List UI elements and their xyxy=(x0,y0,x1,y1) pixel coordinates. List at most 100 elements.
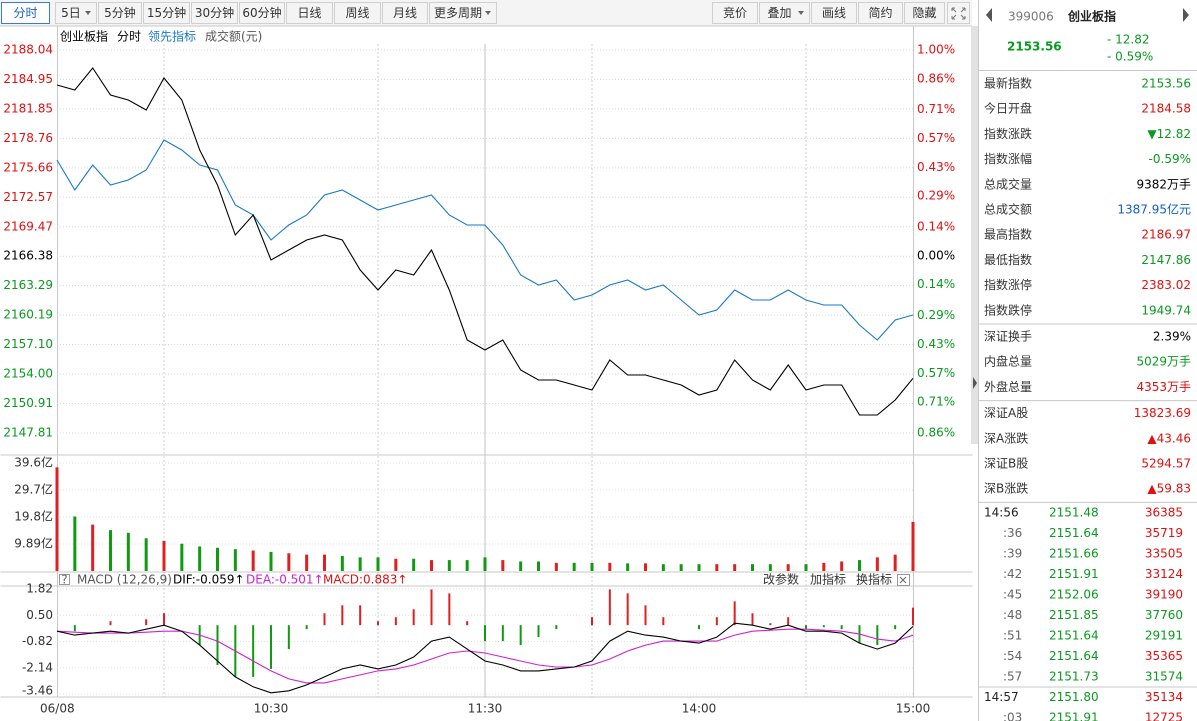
quote-name: 创业板指 xyxy=(1067,9,1116,24)
close-icon[interactable] xyxy=(899,576,907,584)
volume-bar xyxy=(626,563,630,571)
price-tick-label: 2147.81 xyxy=(3,426,53,440)
tick-volume: 31574 xyxy=(1145,670,1183,684)
toolbar-button-label[interactable]: 日线 xyxy=(297,6,321,20)
volume-bar xyxy=(679,564,683,571)
splitter[interactable] xyxy=(971,26,978,444)
tick-volume: 35719 xyxy=(1145,526,1183,540)
volume-bar xyxy=(287,553,291,571)
toolbar-button[interactable] xyxy=(811,2,857,24)
toolbar-button-label[interactable]: 月线 xyxy=(393,6,417,20)
pct-tick-label: 0.43% xyxy=(917,160,955,174)
help-icon[interactable] xyxy=(59,574,70,585)
toolbar-button-label[interactable]: 周线 xyxy=(345,6,369,20)
legend-entry: 分时 xyxy=(117,30,141,44)
toolbar-button-label[interactable]: 隐藏 xyxy=(912,6,936,20)
macd-bar xyxy=(359,605,362,626)
toolbar-button-label[interactable]: 15分钟 xyxy=(147,5,186,20)
dropdown-arrow[interactable] xyxy=(798,11,804,15)
macd-bar xyxy=(377,621,379,626)
fullscreen-icon[interactable] xyxy=(951,7,966,20)
macd-bar xyxy=(448,593,451,626)
dropdown-arrow[interactable] xyxy=(485,11,491,15)
splitter-arrow[interactable] xyxy=(973,377,977,389)
tick-volume: 33124 xyxy=(1145,567,1183,581)
next-arrow[interactable] xyxy=(1183,8,1189,22)
toolbar-button[interactable] xyxy=(239,2,285,24)
quote-row-value: -0.59% xyxy=(1149,152,1191,166)
toolbar-button[interactable] xyxy=(1,2,50,24)
toolbar-button-label[interactable]: 竞价 xyxy=(723,6,747,20)
macd-bar xyxy=(73,625,76,632)
toolbar-button-label[interactable]: 叠加 xyxy=(767,6,791,20)
tick-price: 2151.91 xyxy=(1049,567,1099,581)
macd-bar xyxy=(751,613,754,626)
macd-button[interactable]: 换指标 xyxy=(856,572,892,587)
fullscreen-button[interactable] xyxy=(947,2,970,24)
tick-volume: 35134 xyxy=(1145,690,1183,704)
tick-price: 2151.91 xyxy=(1049,711,1099,721)
volume-bar xyxy=(323,554,326,571)
toolbar-button-label[interactable]: 5日 xyxy=(61,6,81,20)
macd-bar xyxy=(715,617,718,626)
time-label: 14:00 xyxy=(682,702,717,716)
tick-price: 2151.80 xyxy=(1049,690,1099,704)
quote-row-label: 指数跌停 xyxy=(984,302,1032,317)
toolbar-button-label[interactable]: 分时 xyxy=(13,6,37,20)
toolbar-button[interactable] xyxy=(382,2,428,24)
quote-row-label: 深证A股 xyxy=(984,406,1028,420)
pct-tick-label: 0.00% xyxy=(917,248,955,262)
legend-entry: 创业板指 xyxy=(60,29,108,44)
macd-bar xyxy=(341,605,344,626)
macd-bar xyxy=(109,621,112,626)
quote-row-value: ▲43.46 xyxy=(1147,431,1191,445)
macd-tick-label: -2.14 xyxy=(22,660,53,674)
toolbar-button-label[interactable]: 画线 xyxy=(822,6,846,20)
macd-bar xyxy=(430,589,433,626)
volume-bar xyxy=(840,561,844,571)
volume-bar xyxy=(233,549,237,571)
price-tick-label: 2154.00 xyxy=(3,367,53,381)
volume-bar xyxy=(768,564,772,571)
toolbar-button[interactable] xyxy=(55,2,97,24)
dropdown-arrow[interactable] xyxy=(85,11,91,15)
macd-bar xyxy=(287,625,290,650)
toolbar-button[interactable] xyxy=(286,2,333,24)
prev-arrow[interactable] xyxy=(986,8,992,22)
toolbar-button-label[interactable]: 简约 xyxy=(868,5,892,20)
quote-row-value: 5029万手 xyxy=(1136,355,1191,369)
toolbar-button[interactable] xyxy=(429,2,497,24)
macd-readout: DEA:-0.501↑ xyxy=(246,573,324,587)
toolbar-button[interactable] xyxy=(712,2,758,24)
macd-button[interactable]: 改参数 xyxy=(763,572,799,587)
toolbar-button[interactable] xyxy=(98,2,142,24)
volume-tick-label: 19.8亿 xyxy=(14,509,53,524)
toolbar-button[interactable] xyxy=(858,2,903,24)
toolbar-button-label[interactable]: 5分钟 xyxy=(104,5,136,20)
toolbar-button[interactable] xyxy=(191,2,238,24)
toolbar-button-label[interactable]: 更多周期 xyxy=(434,6,482,20)
volume-bar xyxy=(697,564,701,571)
toolbar-button[interactable] xyxy=(759,2,810,24)
price-tick-label: 2169.47 xyxy=(3,219,53,233)
price-tick-label: 2188.04 xyxy=(3,43,53,57)
quote-row-label: 指数涨幅 xyxy=(984,151,1032,166)
toolbar-button[interactable] xyxy=(334,2,381,24)
tick-volume: 35365 xyxy=(1145,649,1183,663)
volume-bar xyxy=(858,560,861,571)
toolbar-button[interactable] xyxy=(904,2,945,24)
volume-bar xyxy=(269,551,273,571)
macd-readout: DIF:-0.059↑ xyxy=(173,573,245,587)
pct-tick-label: 0.86% xyxy=(917,426,955,440)
tick-price: 2151.85 xyxy=(1049,608,1099,622)
toolbar-button-label[interactable]: 60分钟 xyxy=(242,5,281,20)
pct-tick-label: 0.71% xyxy=(917,395,955,409)
volume-bar xyxy=(519,561,523,571)
volume-bar xyxy=(661,564,665,571)
toolbar-button[interactable] xyxy=(143,2,190,24)
toolbar-button-label[interactable]: 30分钟 xyxy=(195,5,234,20)
volume-bar xyxy=(537,561,540,571)
volume-bar xyxy=(358,557,362,571)
macd-button[interactable]: 加指标 xyxy=(810,572,846,587)
